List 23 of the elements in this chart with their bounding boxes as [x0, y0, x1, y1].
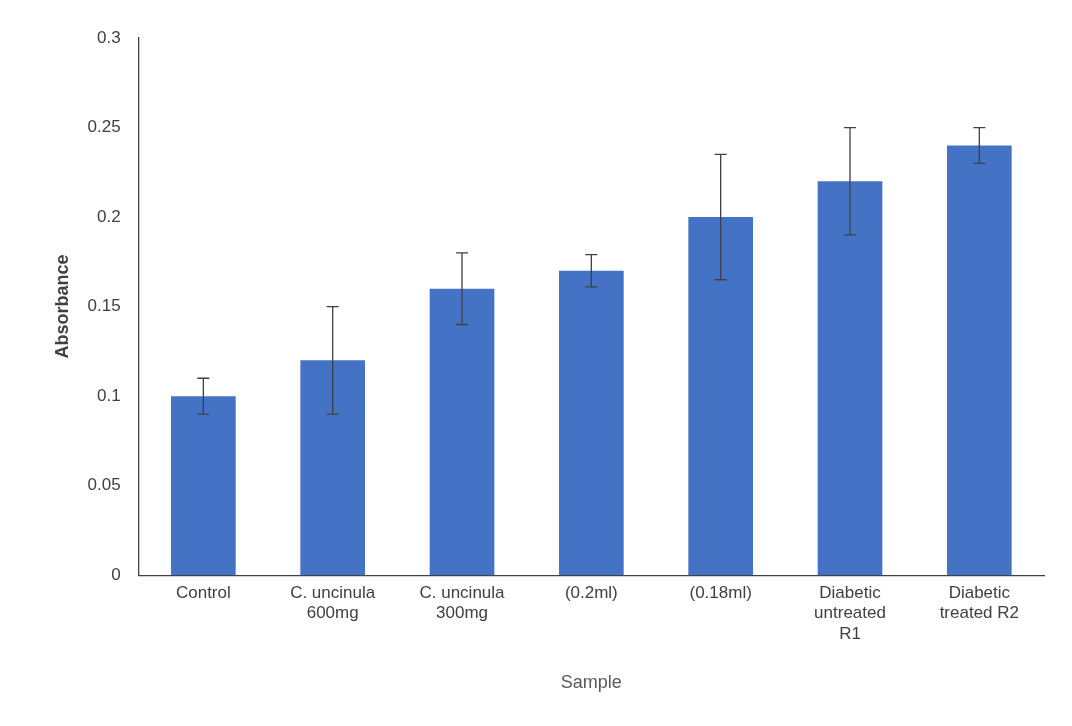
x-tick-label: Diabetic treated R2 [939, 583, 1020, 623]
x-tick-label: Control [175, 583, 231, 603]
bar [300, 360, 366, 576]
bar [817, 181, 883, 576]
bar [947, 145, 1012, 576]
bar [688, 217, 754, 576]
y-axis-title: Absorbance [51, 254, 72, 359]
x-axis-title: Sample [560, 672, 622, 693]
x-tick-label: C. uncinula 600mg [290, 583, 376, 623]
y-tick-label: 0.3 [97, 27, 121, 47]
x-tick-label: C. uncinula 300mg [419, 583, 506, 623]
bar [559, 270, 624, 576]
y-tick-label: 0.15 [87, 296, 121, 316]
x-tick-label: (0.18ml) [689, 583, 752, 603]
y-tick-label: 0.05 [87, 475, 121, 495]
x-tick-label: Diabetic untreated R1 [814, 583, 886, 643]
y-tick-label: 0.2 [97, 206, 121, 226]
y-tick-label: 0 [111, 564, 121, 584]
x-tick-label: (0.2ml) [564, 583, 618, 603]
y-tick-label: 0.25 [87, 117, 121, 137]
bar [171, 396, 236, 576]
y-tick-label: 0.1 [97, 385, 121, 405]
bar [429, 288, 495, 576]
